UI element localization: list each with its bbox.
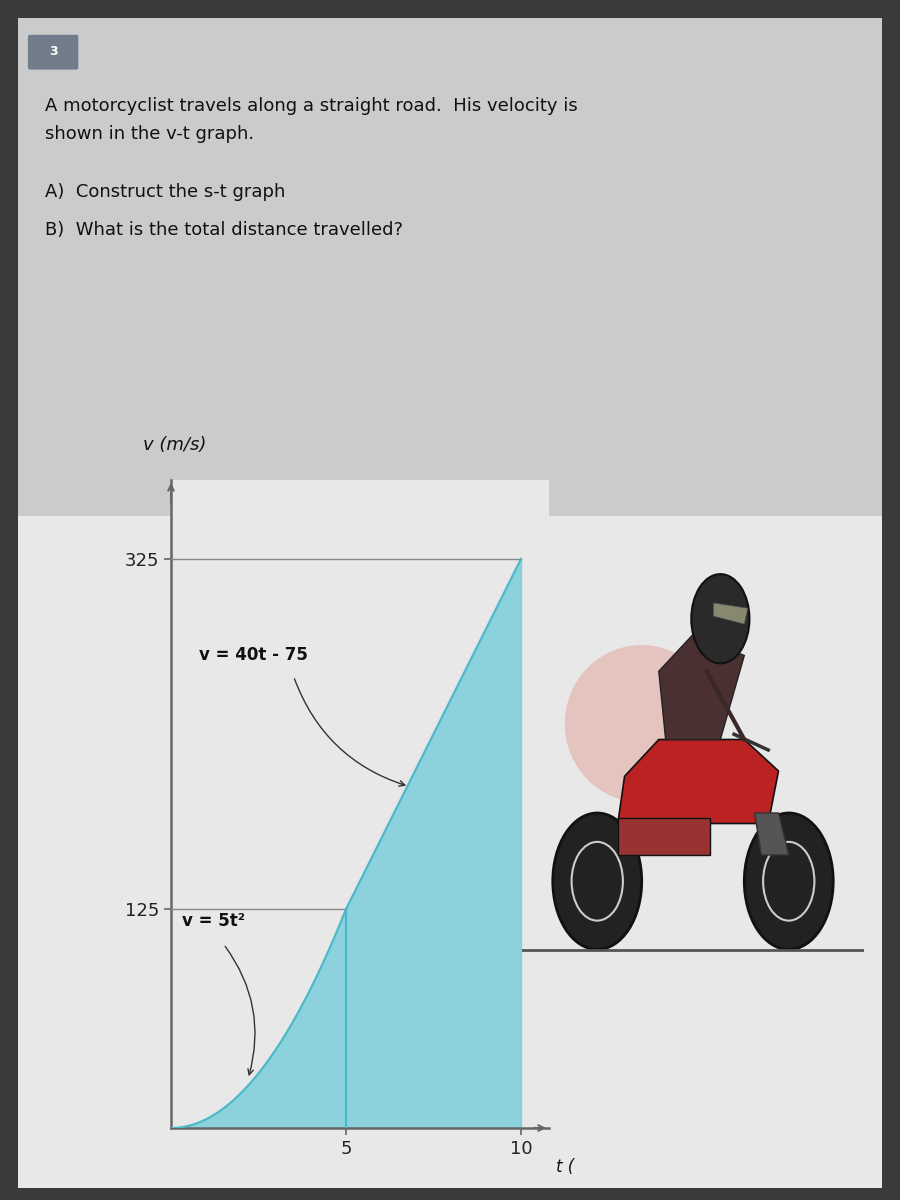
Ellipse shape	[565, 646, 719, 803]
Text: A motorcyclist travels along a straight road.  His velocity is: A motorcyclist travels along a straight …	[45, 96, 578, 114]
Text: 3: 3	[49, 46, 58, 58]
Text: shown in the v-t graph.: shown in the v-t graph.	[45, 126, 254, 144]
Circle shape	[553, 814, 642, 949]
Circle shape	[744, 814, 833, 949]
Text: B)  What is the total distance travelled?: B) What is the total distance travelled?	[45, 221, 403, 239]
Polygon shape	[617, 739, 778, 823]
Polygon shape	[754, 814, 788, 854]
FancyBboxPatch shape	[28, 35, 78, 70]
Text: t (: t (	[556, 1158, 574, 1176]
Circle shape	[691, 574, 750, 664]
Polygon shape	[659, 635, 744, 739]
Text: v = 40t - 75: v = 40t - 75	[199, 646, 308, 664]
Text: v = 5t²: v = 5t²	[182, 912, 245, 930]
Polygon shape	[714, 602, 748, 624]
Text: v (m/s): v (m/s)	[143, 436, 206, 454]
Polygon shape	[617, 818, 710, 854]
Bar	[18, 516, 882, 1188]
Text: A)  Construct the s-t graph: A) Construct the s-t graph	[45, 182, 285, 200]
